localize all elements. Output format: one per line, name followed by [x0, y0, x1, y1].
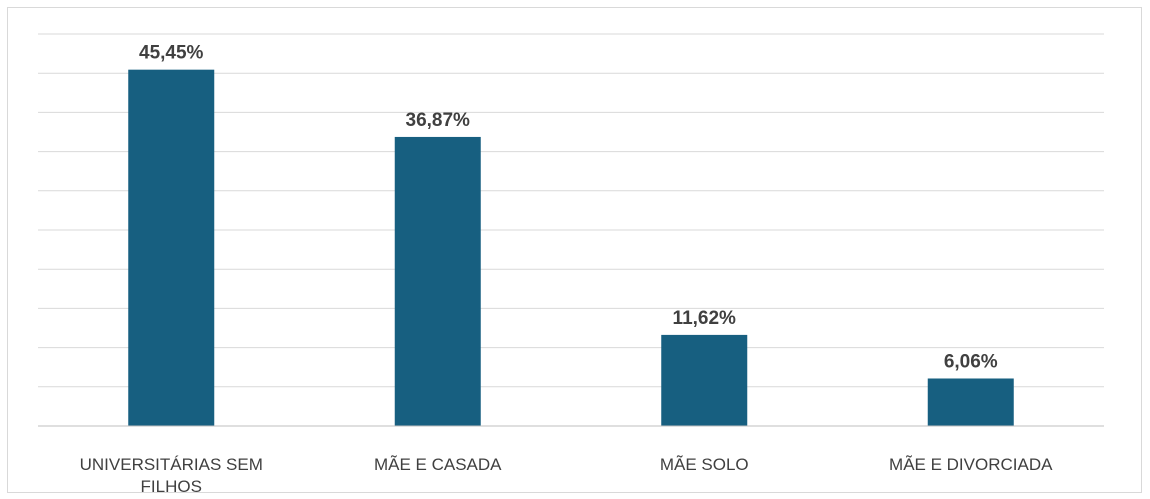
data-label: 45,45% — [139, 43, 204, 64]
bar — [128, 69, 215, 426]
bar — [927, 378, 1014, 426]
bar — [394, 136, 481, 426]
data-label: 36,87% — [406, 110, 471, 131]
category-label: MÃE SOLO — [660, 455, 749, 474]
category-label: MÃE E CASADA — [374, 455, 502, 474]
category-label: MÃE E DIVORCIADA — [889, 455, 1053, 474]
bar — [661, 334, 748, 426]
category-label: UNIVERSITÁRIAS SEM FILHOS — [80, 455, 263, 496]
data-label: 6,06% — [944, 351, 998, 372]
data-label: 11,62% — [673, 308, 736, 329]
